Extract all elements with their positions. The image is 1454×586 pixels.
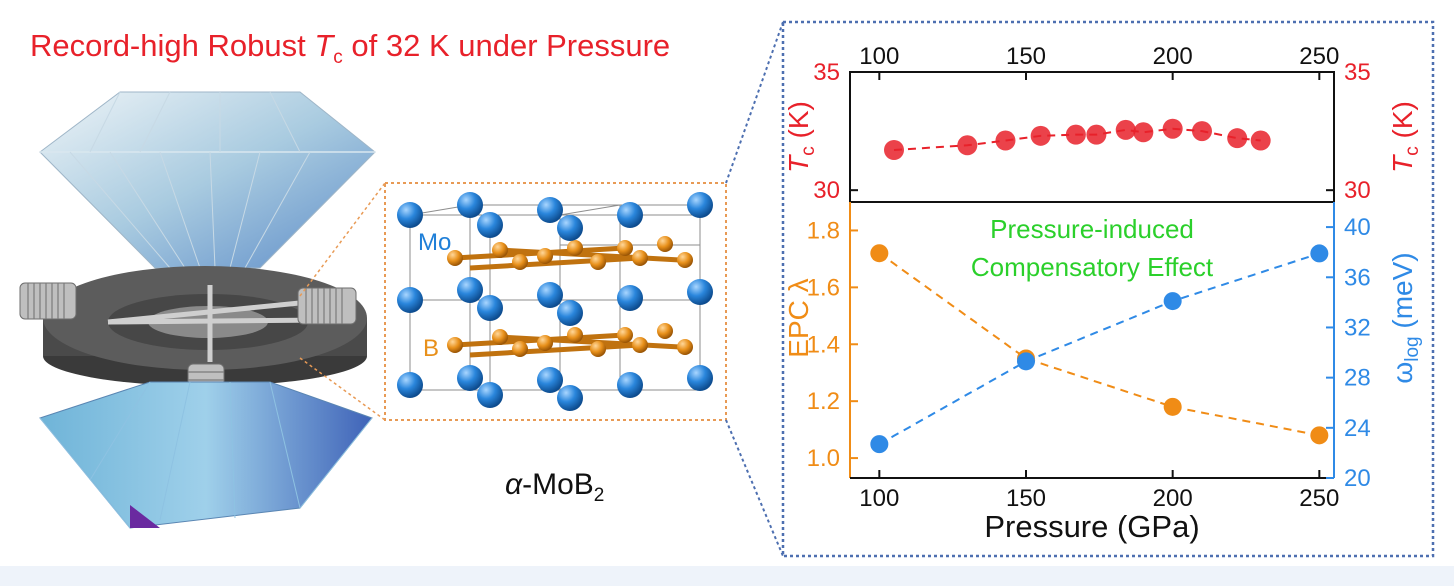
tc-x-tick-label: 200 (1153, 43, 1193, 70)
epc-x-tick-label: 250 (1299, 485, 1339, 512)
epc-points (870, 244, 1329, 454)
tc-data-point (1030, 125, 1051, 146)
omega-dashed-line (878, 252, 1320, 445)
b-atom-label: B (423, 335, 439, 362)
mob2-crystal-structure: Mo B (397, 192, 713, 411)
omega-data-point (870, 435, 889, 454)
epc-y-label: EPC λ (783, 278, 814, 357)
tc-data-point (1162, 118, 1183, 139)
tc-data-point (1115, 119, 1136, 140)
epc-left-tick-label: 1.4 (807, 331, 840, 358)
tc-right-tick-label: 30 (1344, 177, 1371, 204)
epc-x-ticks: 100 150 200 250 (859, 470, 1339, 512)
epc-left-ticks: 1.0 1.2 1.4 1.6 1.8 (807, 217, 858, 472)
tc-x-tick-label: 150 (1006, 43, 1046, 70)
epc-left-tick-label: 1.2 (807, 388, 840, 415)
tc-data-point (1250, 130, 1271, 151)
tc-data-point (1086, 124, 1107, 145)
omega-right-tick-label: 20 (1344, 465, 1371, 492)
annotation-line-1: Pressure-induced (990, 214, 1194, 244)
bottom-band (0, 566, 1454, 586)
omega-data-point (1017, 352, 1035, 371)
chart-frame (781, 20, 1435, 558)
epc-data-point (1163, 397, 1182, 416)
tc-x-tick-label: 100 (859, 43, 899, 70)
epc-left-tick-label: 1.6 (807, 274, 840, 301)
omega-data-point (1310, 244, 1329, 263)
epc-x-tick-label: 200 (1153, 485, 1193, 512)
tc-x-ticks: 100 150 200 250 (859, 43, 1339, 80)
mo-atom-label: Mo (418, 229, 451, 256)
structure-name: α-MoB2 (505, 468, 605, 506)
headline-title: Record-high Robust Tc of 32 K under Pres… (30, 28, 671, 69)
tc-x-tick-label: 250 (1299, 43, 1339, 70)
epc-data-point (1310, 426, 1329, 445)
structure-frame (384, 182, 727, 421)
tc-plot-area (849, 71, 1335, 203)
omega-right-tick-label: 40 (1344, 214, 1371, 241)
omega-right-tick-label: 28 (1344, 365, 1371, 392)
tc-right-y-label: Tc (K) (1387, 101, 1423, 173)
tc-left-y-label: Tc (K) (783, 101, 819, 173)
tc-data-point (995, 130, 1016, 151)
epc-left-tick-label: 1.0 (807, 445, 840, 472)
diamond-anvil-cell-illustration (19, 91, 376, 529)
zoom-connector-chart (725, 21, 784, 557)
tc-right-tick-label: 35 (1344, 59, 1371, 86)
omega-y-label: ωlog (meV) (1387, 252, 1423, 383)
tc-left-tick-label: 30 (813, 177, 840, 204)
x-axis-label: Pressure (GPa) (984, 509, 1199, 544)
tc-chart: 100 150 200 250 30 30 35 35 Tc (K) Tc (K) (783, 43, 1423, 204)
tc-data-point (884, 140, 904, 160)
epc-x-tick-label: 100 (859, 485, 899, 512)
epc-x-tick-label: 150 (1006, 485, 1046, 512)
omega-right-tick-label: 36 (1344, 264, 1371, 291)
tc-data-point (1065, 124, 1086, 145)
tc-data-point (1192, 121, 1212, 142)
epc-dashed-line (878, 252, 1320, 437)
omega-right-tick-label: 32 (1344, 314, 1371, 341)
annotation-line-2: Compensatory Effect (971, 252, 1214, 282)
tc-data-point (1133, 122, 1154, 143)
tc-left-tick-label: 35 (813, 59, 840, 86)
omega-right-ticks: 20 24 28 32 36 40 (1326, 214, 1371, 492)
epc-data-point (870, 244, 889, 263)
omega-right-tick-label: 24 (1344, 415, 1371, 442)
tc-y-ticks: 30 30 35 35 (813, 59, 1370, 204)
epc-trend-lines (878, 252, 1320, 445)
omega-data-point (1163, 292, 1182, 311)
tc-data-point (957, 135, 978, 156)
epc-left-tick-label: 1.8 (807, 217, 840, 244)
tc-data-point (1227, 128, 1248, 149)
tc-points (884, 118, 1271, 160)
epc-omega-chart: 100 150 200 250 1.0 1.2 1.4 1.6 1.8 20 24 28 32 36 4… (783, 202, 1423, 544)
